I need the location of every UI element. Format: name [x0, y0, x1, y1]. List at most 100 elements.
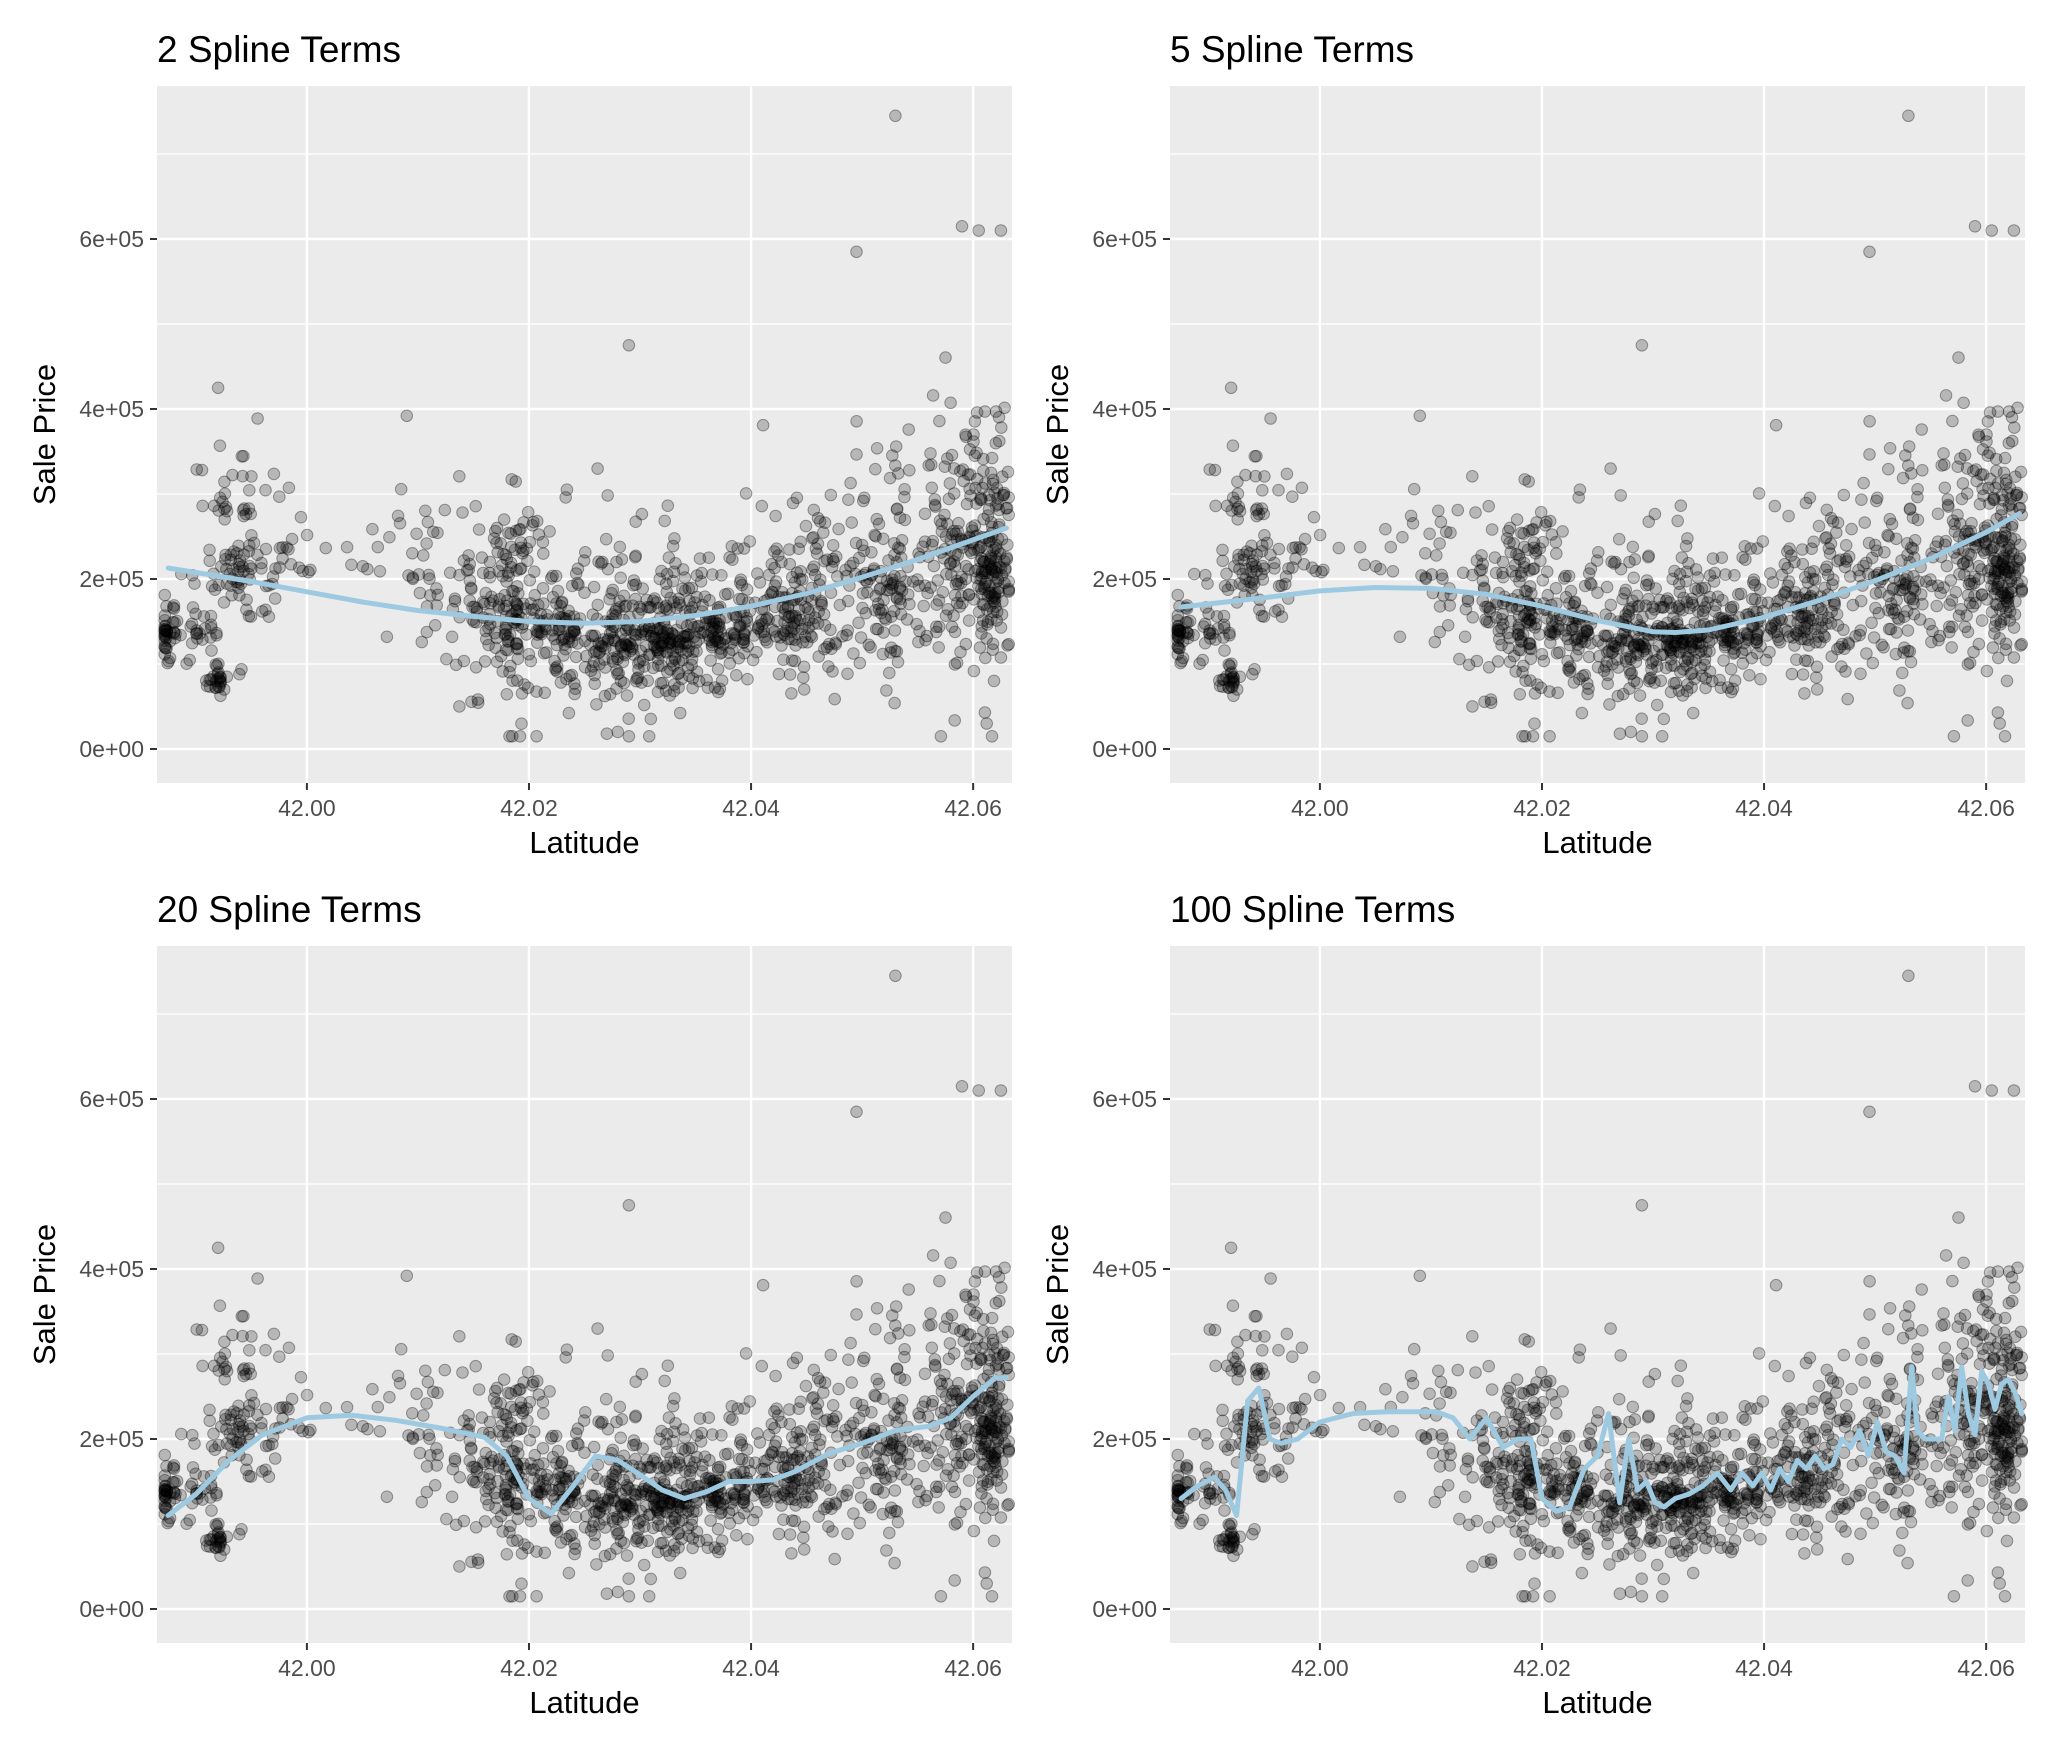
scatter-point: [696, 598, 709, 612]
scatter-point: [829, 638, 843, 651]
scatter-point: [448, 594, 462, 608]
scatter-point: [1881, 604, 1895, 617]
scatter-point: [207, 499, 221, 513]
scatter-point: [770, 1402, 783, 1415]
scatter-point: [294, 510, 308, 524]
scatter-point: [939, 351, 952, 364]
scatter-point: [789, 639, 803, 652]
scatter-point: [319, 1401, 333, 1415]
scatter-point: [535, 626, 548, 639]
scatter-point: [844, 476, 857, 490]
scatter-point: [204, 609, 218, 623]
scatter-point: [1713, 673, 1726, 687]
scatter-point: [611, 667, 624, 681]
scatter-point: [509, 524, 523, 538]
scatter-point: [1307, 510, 1321, 524]
scatter-point: [185, 617, 199, 631]
scatter-point: [466, 1473, 479, 1486]
scatter-point: [243, 484, 256, 497]
scatter-point: [797, 683, 811, 696]
scatter-point: [978, 706, 992, 719]
scatter-point: [1396, 1390, 1409, 1404]
scatter-point: [383, 1390, 396, 1404]
scatter-point: [1985, 224, 1998, 237]
scatter-point: [507, 585, 521, 598]
scatter-point: [989, 436, 1003, 450]
scatter-point: [918, 507, 932, 521]
scatter-point: [997, 1346, 1011, 1360]
scatter-point: [1250, 548, 1263, 561]
scatter-point: [1734, 587, 1748, 601]
scatter-point: [1788, 555, 1801, 569]
scatter-point: [829, 1498, 843, 1511]
scatter-point: [1225, 1517, 1238, 1531]
scatter-point: [880, 684, 893, 697]
scatter-point: [560, 483, 574, 497]
scatter-point: [1632, 599, 1646, 613]
scatter-point: [697, 626, 710, 640]
scatter-point: [870, 442, 884, 455]
scatter-point: [1686, 706, 1700, 720]
scatter-point: [232, 557, 246, 571]
scatter-point: [438, 1363, 452, 1377]
scatter-point: [1584, 562, 1598, 576]
scatter-point: [952, 1437, 965, 1451]
scatter-point: [627, 574, 641, 587]
scatter-point: [509, 637, 523, 651]
scatter-point: [1433, 1460, 1447, 1473]
scatter-point: [711, 662, 725, 676]
scatter-point: [906, 1435, 920, 1448]
scatter-point: [1201, 1437, 1214, 1450]
scatter-point: [970, 1306, 983, 1320]
scatter-point: [1819, 532, 1832, 545]
scatter-point: [214, 671, 227, 684]
scatter-point: [510, 637, 524, 651]
scatter-point: [587, 655, 601, 669]
scatter-point: [1993, 717, 2006, 730]
scatter-point: [1820, 503, 1834, 517]
scatter-point: [180, 657, 193, 671]
scatter-point: [514, 562, 528, 575]
scatter-point: [477, 595, 490, 609]
scatter-point: [158, 641, 172, 654]
scatter-point: [1435, 1428, 1448, 1442]
scatter-point: [209, 658, 222, 671]
scatter-point: [1407, 482, 1421, 496]
scatter-point: [517, 544, 530, 558]
scatter-point: [1469, 506, 1482, 519]
scatter-point: [1650, 698, 1664, 712]
scatter-point: [986, 1503, 1000, 1516]
scatter-point: [730, 1529, 743, 1542]
scatter-point: [1513, 688, 1527, 701]
scatter-point: [568, 1547, 581, 1561]
scatter-point: [1575, 706, 1589, 720]
scatter-point: [1229, 495, 1242, 509]
scatter-point: [826, 1525, 839, 1538]
scatter-point: [1466, 1330, 1479, 1343]
scatter-point: [522, 648, 536, 661]
scatter-point: [653, 1432, 667, 1446]
scatter-point: [511, 642, 525, 656]
scatter-point: [1268, 556, 1281, 570]
x-tick-label: 42.04: [1735, 795, 1793, 821]
scatter-point: [903, 1324, 916, 1337]
scatter-point: [1674, 499, 1688, 513]
scatter-point: [948, 714, 962, 727]
scatter-point: [463, 574, 477, 588]
scatter-point: [941, 452, 954, 465]
scatter-point: [797, 1543, 811, 1556]
scatter-point: [806, 1423, 819, 1436]
scatter-point: [160, 624, 173, 637]
scatter-point: [493, 592, 507, 606]
scatter-point: [463, 557, 477, 571]
scatter-point: [366, 1382, 379, 1396]
scatter-point: [1853, 569, 1866, 583]
panel-3: 42.00 42.02 42.04 42.060e+002e+054e+056e+05…: [27, 889, 1016, 1720]
scatter-point: [497, 547, 510, 561]
scatter-point: [826, 552, 840, 566]
scatter-point: [235, 1310, 249, 1323]
scatter-point: [1728, 674, 1742, 688]
scatter-point: [1986, 542, 1999, 555]
scatter-point: [1540, 612, 1554, 625]
scatter-point: [1490, 611, 1503, 624]
